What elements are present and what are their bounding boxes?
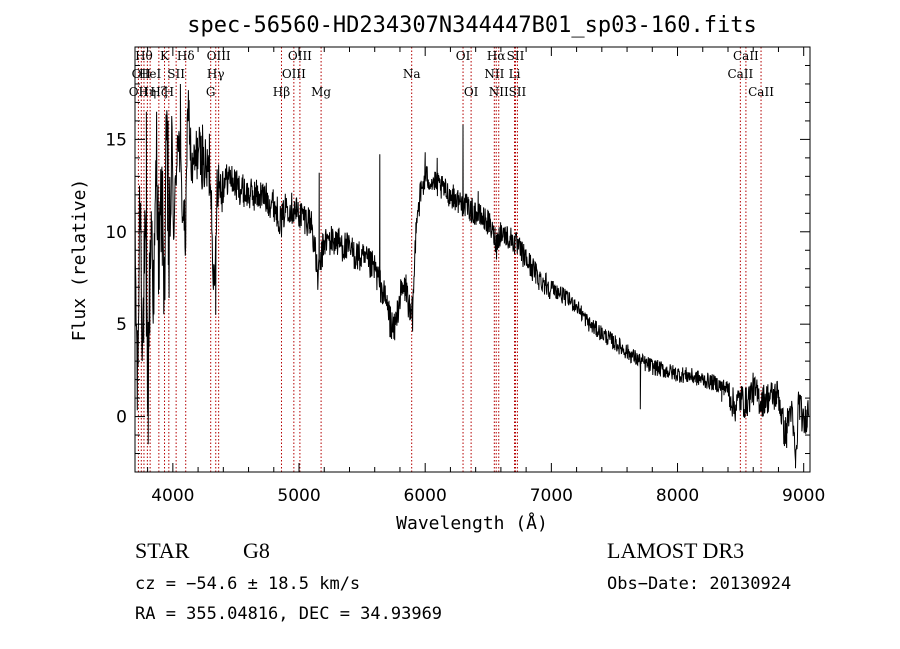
spectral-line-label: Hζ xyxy=(150,85,167,99)
spectral-line-label: OI xyxy=(464,85,479,99)
y-tick-label: 0 xyxy=(116,408,127,428)
spectrum-chart: spec-56560-HD234307N344447B01_sp03-160.f… xyxy=(69,13,825,534)
y-axis-label: Flux (relative) xyxy=(69,179,90,342)
spectral-line-label: OII xyxy=(129,85,149,99)
object-class: STAR xyxy=(135,538,190,563)
x-tick-label: 5000 xyxy=(277,486,320,506)
x-tick-label: 9000 xyxy=(782,486,825,506)
spectral-line-label: SII xyxy=(167,67,185,81)
x-tick-label: 7000 xyxy=(530,486,573,506)
redshift-cz: cz = −54.6 ± 18.5 km/s xyxy=(135,574,361,594)
observation-date: Obs−Date: 20130924 xyxy=(607,574,792,594)
spectral-line-label: Mg xyxy=(311,85,331,99)
x-axis-label: Wavelength (Å) xyxy=(396,512,548,534)
spectral-line-label: NII xyxy=(484,67,504,81)
y-tick-label: 15 xyxy=(105,130,127,150)
spectral-line-label: CaII xyxy=(748,85,774,99)
spectral-line-label: OI xyxy=(456,49,471,63)
spectral-line-label: SII xyxy=(509,85,527,99)
spectral-line-label: G xyxy=(206,85,216,99)
coordinates: RA = 355.04816, DEC = 34.93969 xyxy=(135,604,443,624)
spectral-line-label: K xyxy=(160,49,170,63)
plot-frame xyxy=(134,46,811,473)
spectral-line-label: Hθ xyxy=(135,49,153,63)
y-tick-label: 5 xyxy=(116,315,127,335)
spectral-line-label: Hδ xyxy=(177,49,195,63)
x-axis-ticks: 4000 5000 6000 7000 8000 9000 xyxy=(147,47,825,506)
x-tick-label: 8000 xyxy=(656,486,699,506)
object-subclass: G8 xyxy=(243,538,270,563)
y-tick-label: 10 xyxy=(105,223,127,243)
y-axis-ticks: 0 5 10 15 xyxy=(105,64,810,455)
spectral-line-label: Hγ xyxy=(207,67,225,81)
x-tick-label: 4000 xyxy=(151,486,194,506)
chart-title: spec-56560-HD234307N344447B01_sp03-160.f… xyxy=(187,13,757,38)
x-tick-label: 6000 xyxy=(404,486,447,506)
spectral-line-markers xyxy=(137,47,762,472)
spectrum-trace xyxy=(134,83,810,469)
spectral-line-label: OII xyxy=(132,67,152,81)
spectral-line-label: CaII xyxy=(733,49,759,63)
spectral-line-label: Hβ xyxy=(273,85,290,99)
survey-name: LAMOST DR3 xyxy=(607,538,745,563)
spectral-line-labels: OII OII Hθ Hη HeI Hζ K H SII Hδ G Hγ OIII Hβ OIII OIII M… xyxy=(129,49,774,99)
spectral-line-label: Hα xyxy=(487,49,506,63)
spectral-line-label: NII xyxy=(489,85,509,99)
spectral-line-label: Na xyxy=(403,67,421,81)
spectral-line-label: H xyxy=(164,85,174,99)
spectral-line-label: Li xyxy=(509,67,521,81)
spectral-line-label: SII xyxy=(507,49,525,63)
spectral-line-label: OIII xyxy=(288,49,312,63)
spectral-line-label: CaII xyxy=(727,67,753,81)
spectral-line-label: OIII xyxy=(282,67,306,81)
spectral-line-label: HeI xyxy=(139,67,162,81)
spectral-line-label: OIII xyxy=(207,49,231,63)
spectral-line-label: Hη xyxy=(139,85,157,99)
